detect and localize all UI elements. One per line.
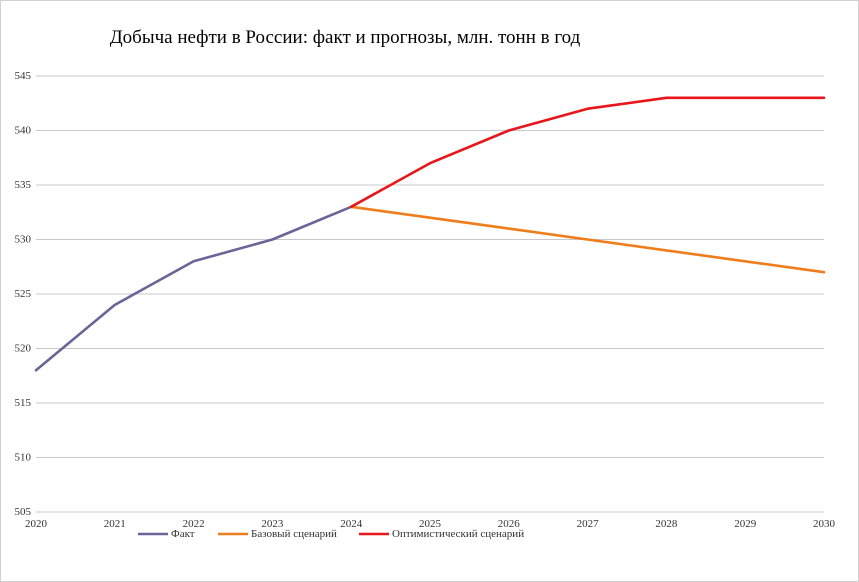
x-tick-label: 2028 xyxy=(655,518,678,530)
series-group xyxy=(34,96,826,372)
x-tick-label: 2026 xyxy=(498,518,521,530)
y-axis-ticks: 505 510 515 520 525 530 535 540 545 xyxy=(15,70,32,518)
x-tick-label: 2025 xyxy=(419,518,442,530)
y-tick-label: 540 xyxy=(15,125,32,137)
y-tick-label: 545 xyxy=(15,70,32,82)
legend-label: Факт xyxy=(171,528,195,540)
x-tick-label: 2027 xyxy=(577,518,600,530)
gridlines xyxy=(36,75,824,513)
y-tick-label: 515 xyxy=(15,397,32,409)
x-tick-label: 2020 xyxy=(25,518,48,530)
y-tick-label: 520 xyxy=(15,343,32,355)
y-tick-label: 530 xyxy=(15,234,32,246)
y-tick-label: 510 xyxy=(15,452,32,464)
x-tick-label: 2022 xyxy=(183,518,205,530)
chart-title: Добыча нефти в России: факт и прогнозы, … xyxy=(110,27,581,48)
y-tick-label: 505 xyxy=(15,506,32,518)
x-tick-label: 2024 xyxy=(340,518,363,530)
y-tick-label: 525 xyxy=(15,288,32,300)
y-tick-label: 535 xyxy=(15,179,32,191)
legend-label: Базовый сценарий xyxy=(251,528,337,540)
x-axis-ticks: 2020 2021 2022 2023 2024 2025 2026 2027 2028 2029… xyxy=(25,518,836,530)
x-tick-label: 2029 xyxy=(734,518,757,530)
x-tick-label: 2030 xyxy=(813,518,836,530)
series-line-2 xyxy=(349,96,826,209)
x-tick-label: 2023 xyxy=(261,518,284,530)
series-line-1 xyxy=(349,205,826,274)
legend-label: Оптимистический сценарий xyxy=(392,528,524,540)
legend: Факт Базовый сценарий Оптимистический сцен… xyxy=(138,528,524,540)
series-line-0 xyxy=(34,205,353,372)
x-tick-label: 2021 xyxy=(104,518,126,530)
